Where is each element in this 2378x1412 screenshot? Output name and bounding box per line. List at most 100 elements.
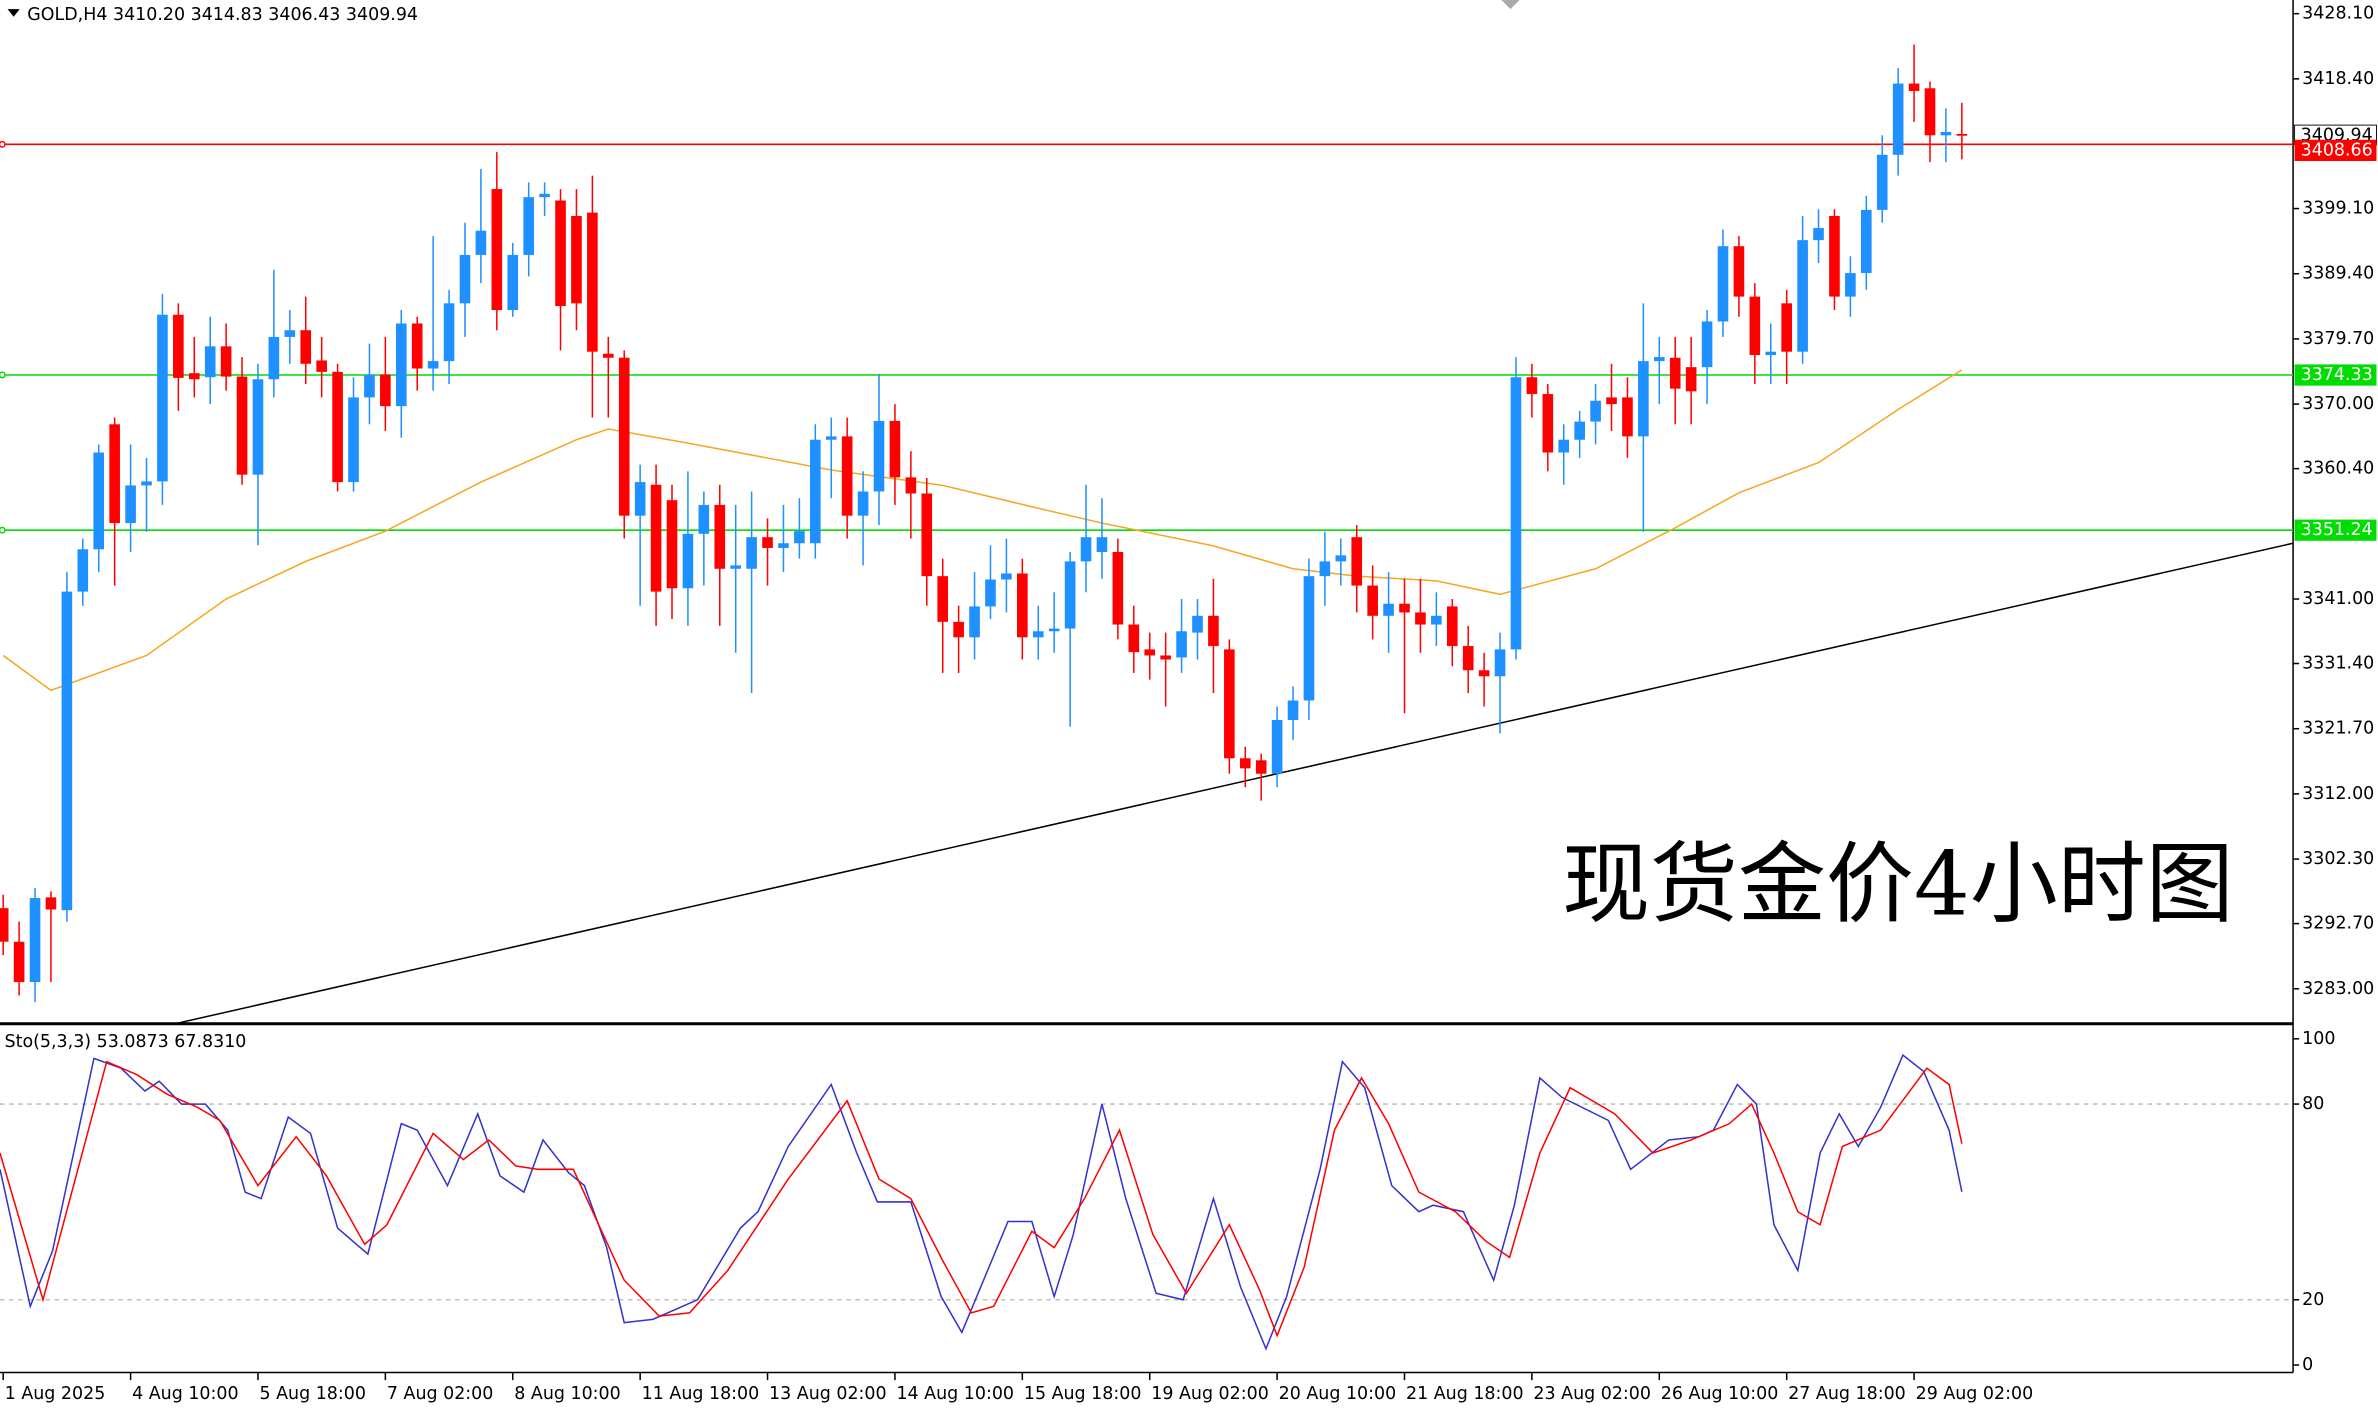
candle-body [666, 500, 678, 589]
x-tick-label: 27 Aug 18:00 [1788, 1384, 1906, 1404]
x-tick-label: 13 Aug 02:00 [769, 1384, 887, 1404]
level-anchor [0, 140, 6, 148]
candle-body [1845, 273, 1856, 297]
candle-body [1160, 655, 1171, 660]
candle-body [857, 491, 869, 516]
candle-body [29, 898, 41, 983]
candle-body [268, 336, 280, 380]
candle-body [587, 212, 598, 352]
candle-body [1956, 133, 1968, 136]
y-tick-label: 3331.40 [2302, 654, 2374, 674]
candle-body [523, 197, 534, 255]
candle-body [602, 353, 614, 358]
candle-body [1606, 397, 1617, 405]
candle-body [459, 254, 471, 304]
candle-body [1319, 561, 1331, 577]
candle-body [204, 346, 216, 378]
y-tick-label: 3389.40 [2302, 264, 2374, 284]
x-tick-label: 23 Aug 02:00 [1533, 1384, 1651, 1404]
candle-body [1080, 537, 1092, 562]
candle-body [985, 579, 996, 607]
y-tick-label: 3292.70 [2302, 914, 2374, 934]
candle-body [810, 439, 821, 544]
level-tag-label: 3408.66 [2301, 140, 2373, 160]
candle-body [1622, 397, 1633, 437]
candle-body [618, 357, 630, 516]
candle-body [634, 482, 646, 516]
y-tick-label: 3283.00 [2302, 979, 2374, 999]
indicator-title: Sto(5,3,3) 53.0873 67.8310 [5, 1032, 247, 1052]
candle-body [698, 504, 710, 534]
x-tick-label: 7 Aug 02:00 [387, 1384, 493, 1404]
candle-body [316, 360, 327, 372]
candle-body [1271, 719, 1283, 774]
y-tick-label: 3399.10 [2302, 199, 2374, 219]
y-tick-label: 3321.70 [2302, 719, 2374, 739]
x-tick-label: 19 Aug 02:00 [1151, 1384, 1269, 1404]
candle-body [427, 361, 439, 369]
candle-body [969, 606, 980, 638]
candle-body [539, 193, 550, 198]
level-tag [2294, 364, 2377, 386]
candle-body [1415, 612, 1426, 625]
candle-body [1717, 246, 1729, 322]
candle-body [1128, 624, 1140, 653]
x-tick-label: 20 Aug 10:00 [1279, 1384, 1397, 1404]
candle-body [1813, 228, 1824, 241]
candle-body [188, 373, 200, 380]
stochastic-plot [0, 1053, 2294, 1351]
candle-body [1558, 439, 1570, 453]
candle-body [1685, 367, 1697, 392]
candle-body [794, 531, 805, 544]
candle-body [1303, 576, 1315, 701]
candle-body [109, 424, 120, 524]
candle-body [1383, 603, 1394, 616]
axes: 3428.10 3418.40 3399.10 3389.40 3379.70 3370.… [2, 4, 2377, 1404]
candle-body [1653, 357, 1665, 362]
candle-body [1701, 321, 1713, 368]
candle-body [236, 376, 248, 475]
candle-body [762, 537, 773, 548]
candle-body [475, 230, 487, 255]
moving-average [2, 369, 1963, 692]
candle-body [953, 621, 964, 638]
candle-body [1112, 551, 1124, 625]
candle-body [252, 379, 264, 475]
y-tick-label: 20 [2302, 1290, 2324, 1310]
y-tick-label: 3370.00 [2302, 394, 2374, 414]
candle-body [348, 397, 359, 483]
x-tick-label: 29 Aug 02:00 [1916, 1384, 2034, 1404]
candle-body [13, 941, 25, 983]
y-tick-label: 3360.40 [2302, 459, 2374, 479]
level-anchor [0, 526, 6, 534]
candle-body [1908, 83, 1920, 91]
candle-body [1048, 628, 1060, 632]
x-tick-label: 26 Aug 10:00 [1661, 1384, 1779, 1404]
y-tick-label: 3428.10 [2302, 4, 2374, 24]
candle-body [1431, 615, 1442, 625]
candle-body [77, 549, 89, 592]
candle-body [555, 200, 566, 307]
candle-body [1001, 573, 1012, 580]
candle-body [45, 897, 57, 910]
candle-body [1590, 400, 1601, 422]
candle-body [1176, 631, 1187, 658]
level-tag-label: 3351.24 [2301, 520, 2373, 540]
candle-body [1208, 615, 1219, 647]
candle-body [61, 591, 73, 911]
candle-body [1462, 646, 1474, 671]
candle-body [937, 576, 949, 622]
x-tick-label: 15 Aug 18:00 [1024, 1384, 1142, 1404]
y-tick-label: 80 [2302, 1094, 2324, 1114]
candle-body [1224, 649, 1235, 759]
candle-body [93, 452, 105, 550]
candle-body [1749, 296, 1761, 356]
candle-body [682, 533, 694, 589]
symbol-menu-arrow[interactable] [7, 9, 20, 17]
candle-body [1876, 154, 1888, 210]
candle-body [1399, 603, 1410, 613]
candle-body [1192, 615, 1203, 633]
candle-body [1335, 555, 1347, 562]
